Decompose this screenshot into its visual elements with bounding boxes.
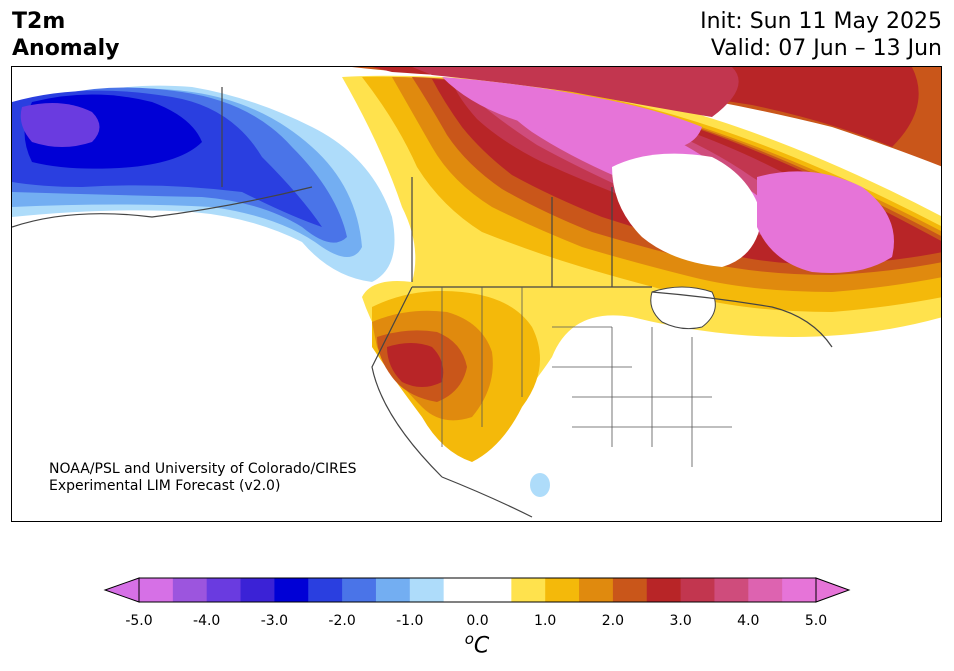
colorbar-segment <box>274 578 309 602</box>
colorbar-tick-label: -5.0 <box>125 613 153 629</box>
colorbar-tick-label: -4.0 <box>193 613 221 629</box>
colorbar-unit: oC <box>464 630 490 659</box>
colorbar: -5.0 -4.0 -3.0 -2.0 -1.0 0.0 1.0 2.0 3.0 4.0 5.0 o… <box>0 570 954 671</box>
colorbar-tick-label: 1.0 <box>534 613 557 629</box>
colorbar-segment <box>375 578 411 602</box>
arctic-warm-4 <box>442 77 702 150</box>
anomaly-map <box>11 66 942 522</box>
colorbar-tick-label: 0.0 <box>466 613 489 629</box>
init-date: Init: Sun 11 May 2025 <box>700 9 942 34</box>
colorbar-segment <box>342 578 377 602</box>
colorbar-tick-label: 4.0 <box>737 613 760 629</box>
colorbar-segment <box>139 578 174 602</box>
cold-band-6 <box>20 103 100 147</box>
colorbar-segment <box>172 578 208 602</box>
colorbar-over-arrow <box>815 577 851 603</box>
arctic-warm-3 <box>412 67 739 117</box>
coastline <box>12 87 833 518</box>
colorbar-segment <box>477 578 512 602</box>
colorbar-tick-label: -2.0 <box>328 613 356 629</box>
arctic-warm-2 <box>372 67 919 147</box>
colorbar-segment <box>443 578 478 602</box>
great-lakes <box>650 286 716 330</box>
colorbar-segment <box>206 578 242 602</box>
colorbar-tick-label: 2.0 <box>601 613 625 629</box>
valid-range: Valid: 07 Jun – 13 Jun <box>710 36 942 61</box>
credit-text: NOAA/PSL and University of Colorado/CIRE… <box>49 461 357 495</box>
variable-title-line2: Anomaly <box>12 36 120 61</box>
colorbar-segment <box>308 578 343 602</box>
colorbar-tick-label: 3.0 <box>669 613 692 629</box>
credit-line2: Experimental LIM Forecast (v2.0) <box>49 478 281 494</box>
colorbar-tick-label: -3.0 <box>260 613 289 629</box>
colorbar-segment <box>545 578 580 602</box>
colorbar-border <box>138 577 817 603</box>
colorbar-segment <box>646 578 682 602</box>
colorbar-segment <box>714 578 749 602</box>
quebec-pink <box>757 171 894 273</box>
us-state-lines <box>441 287 732 467</box>
colorbar-segment <box>612 578 648 602</box>
colorbar-svg <box>103 577 851 603</box>
gulf-cold-patch <box>530 473 550 497</box>
variable-title: T2m Anomaly <box>12 8 119 62</box>
hudson-bay <box>612 153 762 267</box>
map-svg <box>12 67 941 518</box>
colorbar-segment <box>782 578 817 602</box>
colorbar-segment <box>511 578 546 602</box>
colorbar-segment <box>409 578 445 602</box>
colorbar-segment <box>579 578 614 602</box>
colorbar-segment <box>680 578 715 602</box>
credit-line1: NOAA/PSL and University of Colorado/CIRE… <box>49 461 357 477</box>
forecast-dates: Init: Sun 11 May 2025 Valid: 07 Jun – 13… <box>700 8 942 62</box>
colorbar-under-arrow <box>103 577 140 603</box>
sw-warm-4 <box>387 343 444 387</box>
colorbar-segment <box>748 578 783 602</box>
colorbar-tick-label: -1.0 <box>396 613 424 629</box>
colorbar-segment <box>240 578 275 602</box>
variable-title-line1: T2m <box>12 9 66 34</box>
colorbar-tick-label: 5.0 <box>804 613 828 629</box>
